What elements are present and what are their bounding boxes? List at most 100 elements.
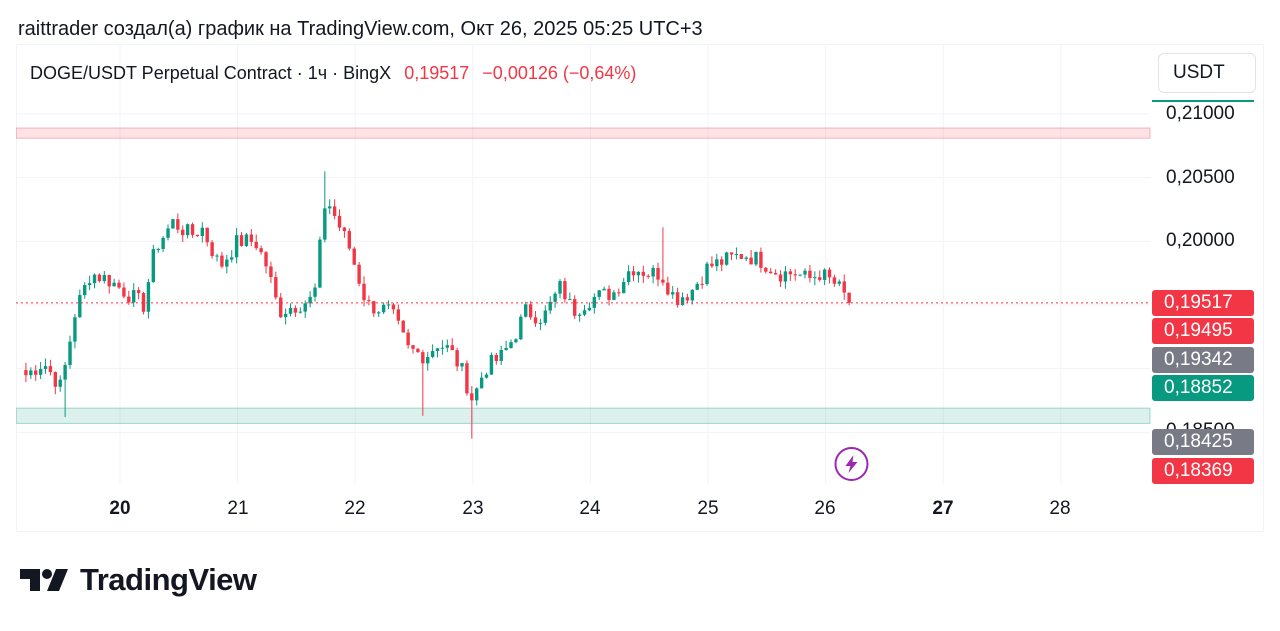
candle-body [97, 274, 102, 282]
candle-body [445, 345, 450, 348]
candle-body [53, 372, 58, 387]
chart-grid [16, 44, 1150, 484]
candle-body [171, 219, 175, 229]
candle-body [87, 283, 92, 286]
x-tick: 22 [344, 498, 366, 519]
y-tick: 0,21000 [1166, 103, 1235, 124]
candle-body [671, 292, 675, 295]
candle-body [215, 255, 219, 257]
candle-body [29, 370, 33, 376]
candle-body [288, 308, 293, 314]
candle-body [607, 288, 611, 300]
candle-body [666, 282, 670, 295]
candle-body [710, 263, 714, 267]
candle-body [342, 227, 347, 232]
candle-body [141, 293, 146, 312]
candle-body [190, 224, 195, 235]
candle-body [244, 234, 249, 246]
candle-body [685, 297, 690, 301]
candle-body [661, 279, 665, 283]
candle-body [426, 356, 430, 364]
candle-body [391, 304, 396, 310]
candle-body [818, 277, 822, 280]
candle-body [479, 377, 484, 389]
lightning-icon[interactable] [834, 447, 869, 481]
candle-body [494, 354, 499, 361]
candle-body [783, 271, 788, 282]
candle-body [298, 311, 303, 313]
candle-body [293, 308, 298, 313]
price-label-last: 0,19517 [1152, 290, 1254, 316]
candle-body [92, 274, 97, 284]
candle-body [367, 300, 371, 302]
candle-body [827, 269, 832, 278]
candle-body [749, 257, 753, 265]
candle-body [421, 352, 425, 364]
candle-body [470, 393, 474, 401]
currency-button[interactable]: USDT [1158, 53, 1256, 93]
candle-body [568, 299, 572, 301]
candle-body [313, 287, 317, 297]
candle-body [631, 271, 636, 276]
candle-body [528, 304, 533, 318]
candle-body [558, 281, 562, 294]
candle-body [136, 290, 141, 294]
candle-body [24, 370, 28, 376]
candle-body [455, 350, 459, 367]
candle-body [837, 281, 842, 284]
candle-body [695, 283, 699, 290]
price-axis-marker [1152, 100, 1254, 102]
candle-body [636, 271, 641, 276]
candle-body [34, 370, 38, 375]
candle-body [406, 332, 410, 346]
candle-body [538, 322, 543, 324]
symbol-legend: DOGE/USDT Perpetual Contract · 1ч · Bing… [30, 63, 636, 84]
candle-body [450, 345, 454, 351]
candle-body [519, 316, 523, 340]
candle-body [798, 274, 802, 276]
candle-body [587, 307, 592, 311]
candle-body [499, 349, 503, 361]
tradingview-logo[interactable]: TradingView [18, 562, 257, 598]
candle-body [734, 254, 739, 256]
candle-body [548, 301, 552, 311]
x-tick: 24 [579, 498, 601, 519]
candle-body [117, 282, 121, 288]
tradingview-logo-icon [20, 569, 68, 591]
price-chart[interactable] [16, 44, 1152, 494]
candle-body [332, 206, 337, 216]
candle-body [411, 345, 415, 349]
candle-body [597, 290, 601, 297]
candle-body [504, 348, 508, 350]
candle-body [465, 363, 469, 394]
candle-body [524, 304, 528, 317]
x-tick: 20 [109, 498, 131, 519]
candle-body [626, 271, 631, 283]
candle-body [220, 255, 224, 267]
candle-body [205, 227, 209, 243]
candle-body [612, 292, 616, 300]
candle-body [847, 292, 851, 303]
x-tick: 25 [697, 498, 719, 519]
candle-body [372, 301, 376, 314]
candle-body [195, 234, 200, 237]
x-tick: 28 [1049, 498, 1071, 519]
price-label: 0,19495 [1152, 318, 1254, 344]
candle-body [788, 271, 793, 275]
candle-body [582, 310, 587, 315]
candle-body [112, 282, 116, 287]
candle-body [161, 237, 165, 249]
candle-body [646, 275, 650, 277]
candle-body [323, 208, 327, 240]
candle-body [803, 270, 807, 275]
candle-body [617, 292, 621, 294]
candle-body [151, 249, 156, 283]
candle-body [475, 388, 479, 401]
legend-price: 0,19517 [404, 63, 470, 83]
candle-body [318, 239, 322, 288]
candle-body [759, 251, 763, 268]
price-zones [16, 127, 1151, 424]
candle-body [705, 263, 709, 285]
candle-body [254, 241, 258, 249]
symbol-title[interactable]: DOGE/USDT Perpetual Contract · 1ч · Bing… [30, 63, 392, 83]
